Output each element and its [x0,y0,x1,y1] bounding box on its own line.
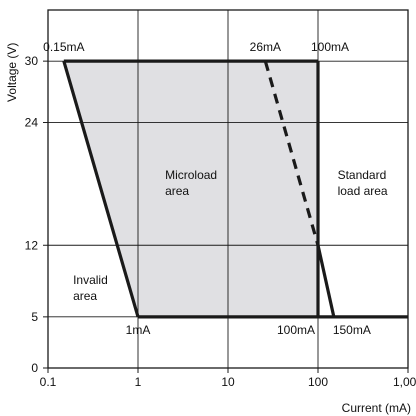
x-tick-label: 1,000 [393,375,416,389]
region-label: Invalid area [73,273,108,303]
point-label: 0.15mA [43,40,84,54]
x-axis-title: Current (mA) [342,401,411,415]
boundary-line-dashed-26mA [263,60,320,246]
point-label: 100mA [311,40,349,54]
x-tick-label: 100 [308,375,328,389]
y-tick-label: 24 [25,116,39,130]
point-label: 100mA [277,323,315,337]
y-tick-label: 0 [31,361,38,375]
point-label: 150mA [333,323,371,337]
x-tick-label: 0.1 [40,375,57,389]
region-label-line: Standard [338,168,387,182]
point-label: 1mA [126,323,151,337]
y-tick-label: 12 [25,238,39,252]
microload-area-region [63,61,318,317]
region-label-line: Invalid [73,273,108,287]
region-label-line: Microload [165,168,217,182]
boundary-line-standard-slope [316,244,336,318]
region-label: Standard load area [338,168,388,198]
point-label: 26mA [250,40,281,54]
region-label-line: area [165,184,189,198]
x-tick-label: 10 [221,375,235,389]
region-label-line: area [73,289,97,303]
y-tick-label: 5 [31,310,38,324]
region-label: Microload area [165,168,217,198]
y-axis-title: Voltage (V) [5,43,19,102]
region-label-line: load area [338,184,388,198]
x-tick-label: 1 [135,375,142,389]
boundary-line-left-slope [62,60,140,318]
y-tick-label: 30 [25,54,39,68]
